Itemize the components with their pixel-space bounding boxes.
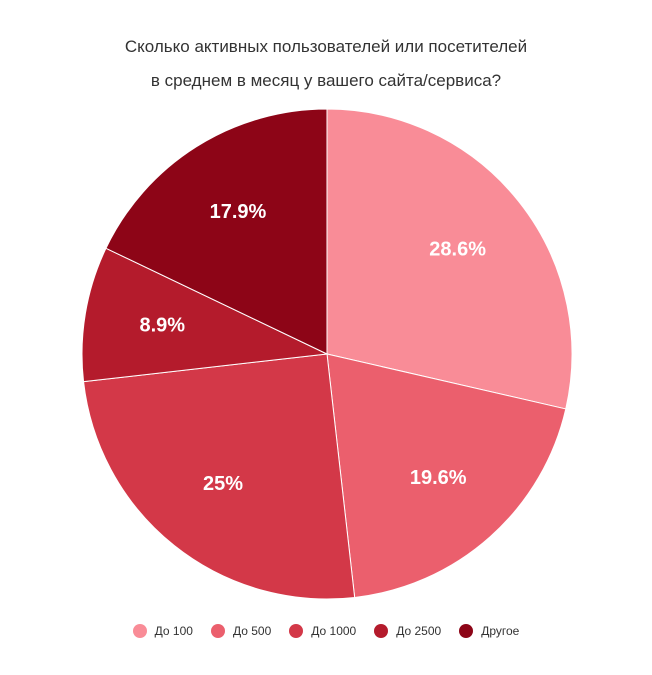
legend-swatch-icon [210, 624, 225, 638]
legend-item[interactable]: До 500 [210, 624, 272, 638]
legend-item[interactable]: До 2500 [374, 624, 441, 638]
pie-slice-4 [81, 247, 329, 383]
legend-label: Другое [481, 624, 520, 638]
pie-slice-1 [326, 108, 573, 410]
legend-item[interactable]: До 1000 [289, 624, 356, 638]
slice-value-label: 25% [203, 473, 243, 495]
legend-label: До 500 [232, 624, 272, 638]
legend-swatch-icon [374, 624, 389, 638]
slice-value-label: 28.6% [429, 238, 486, 260]
slice-value-label: 17.9% [210, 201, 267, 223]
legend-item[interactable]: Другое [459, 624, 519, 638]
legend-item[interactable]: До 100 [132, 624, 193, 638]
slice-value-label: 19.6% [410, 467, 467, 489]
slice-value-label: 8.9% [140, 315, 186, 337]
legend-swatch-icon [459, 624, 474, 638]
pie-slice-5 [105, 108, 328, 355]
legend-swatch-icon [289, 624, 304, 638]
legend-label: До 1000 [311, 624, 357, 638]
legend-swatch-icon [132, 624, 147, 638]
pie-slice-2 [326, 353, 567, 598]
pie-slice-3 [83, 353, 356, 600]
legend: До 100 До 500 До 1000 До 2500 Другое [0, 624, 652, 638]
legend-label: До 2500 [396, 624, 442, 638]
chart-title-line-1: Сколько активных пользователей или посет… [124, 37, 528, 56]
legend-label: До 100 [154, 624, 193, 638]
chart-title: Сколько активных пользователей или посет… [0, 30, 652, 98]
chart-title-line-2: в среднем в месяц у вашего сайта/сервиса… [150, 71, 502, 90]
